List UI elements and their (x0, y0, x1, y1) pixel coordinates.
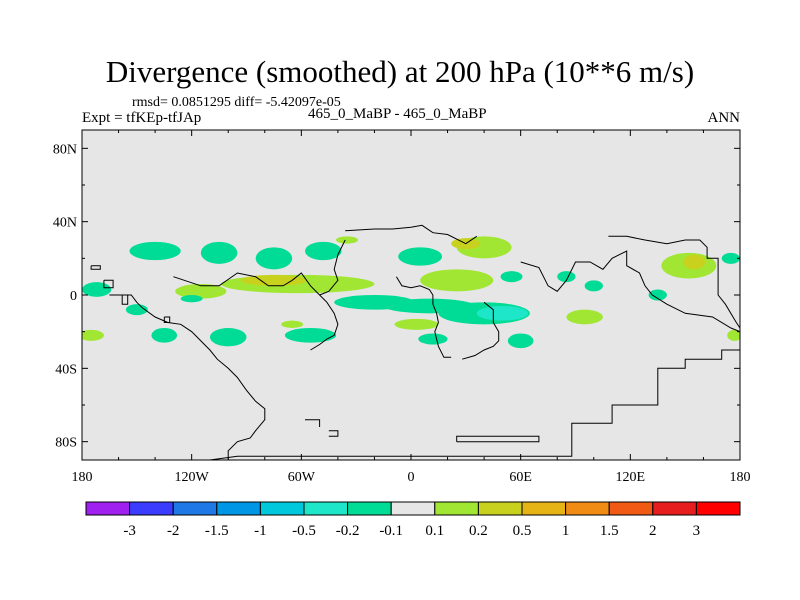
coastline (109, 294, 266, 460)
season-label: ANN (707, 110, 741, 126)
colorbar-label: 1 (562, 523, 570, 539)
x-tick-label: 180 (730, 470, 751, 485)
contour-fills (82, 236, 740, 349)
coastline (462, 301, 500, 360)
coastline (103, 279, 114, 289)
contour-region (129, 241, 181, 261)
contour-region (584, 280, 603, 292)
colorbar-label: -1.5 (205, 523, 229, 539)
colorbar-label: -3 (123, 523, 136, 539)
contour-region (721, 252, 740, 264)
colorbar-label: -1 (254, 523, 267, 539)
contour-region (566, 309, 603, 325)
coastlines (90, 224, 740, 460)
colorbar-box (347, 501, 392, 516)
colorbar-box (477, 501, 523, 516)
contour-region (500, 271, 523, 283)
experiment-label: Expt = tfKEp-tfJAp (82, 110, 202, 126)
contour-region (209, 328, 247, 347)
coastline (608, 235, 740, 329)
x-tick-label: 120W (175, 470, 210, 485)
coastline (291, 272, 339, 351)
colorbar-label: 1.5 (600, 523, 619, 539)
coastline (121, 294, 129, 305)
coastline (163, 316, 171, 323)
coastline (90, 265, 101, 270)
contour-region (284, 328, 337, 343)
y-tick-label: 80N (53, 142, 77, 157)
contour-region (281, 320, 304, 329)
coastline (173, 272, 293, 287)
colorbar-box (303, 501, 349, 516)
colorbar-label: -0.2 (336, 523, 360, 539)
colorbar-box (259, 501, 305, 516)
coastline (345, 224, 478, 245)
coastline (305, 419, 321, 427)
colorbar-box (434, 501, 479, 516)
contour-region (200, 241, 238, 264)
contour-region (304, 241, 342, 261)
coastline (319, 239, 346, 296)
colorbar-label: 0.2 (469, 523, 488, 539)
contour-region (394, 318, 439, 330)
contour-region (557, 271, 576, 283)
colorbar-box (216, 501, 261, 516)
x-tick-label: 180 (72, 470, 93, 485)
x-tick-label: 60E (509, 470, 532, 485)
coastline (209, 349, 740, 460)
contour-region (507, 333, 534, 349)
y-tick-label: 40S (55, 362, 77, 377)
coastline (328, 430, 339, 437)
y-tick-label: 0 (70, 289, 77, 304)
y-tick-label: 80S (55, 436, 77, 451)
case-label: 465_0_MaBP - 465_0_MaBP (308, 106, 487, 122)
colorbar-box (695, 501, 741, 516)
colorbar-box (521, 501, 567, 516)
colorbar-box (565, 501, 610, 516)
contour-region (683, 254, 706, 270)
contour-region (125, 304, 148, 316)
contour-region (727, 329, 740, 341)
colorbar-box (85, 501, 131, 516)
y-tick-label: 40N (53, 216, 77, 231)
contour-region (476, 306, 528, 321)
colorbar-box (390, 501, 436, 516)
contour-region (418, 333, 448, 345)
contour-region (398, 247, 443, 266)
chart-title: Divergence (smoothed) at 200 hPa (10**6 … (105, 54, 695, 89)
contour-region (648, 289, 667, 301)
colorbar-label: -0.1 (379, 523, 403, 539)
contour-region (180, 295, 203, 303)
colorbar-label: -0.5 (292, 523, 316, 539)
contour-region (255, 247, 293, 270)
coastline (520, 250, 740, 333)
coastline (395, 276, 452, 358)
colorbar-box (652, 501, 697, 516)
colorbar-label: 0.1 (425, 523, 444, 539)
colorbar-box (129, 501, 174, 516)
colorbar-label: 2 (649, 523, 657, 539)
colorbar-box (608, 501, 654, 516)
contour-region (336, 236, 358, 244)
coastline (456, 435, 540, 443)
contour-region (175, 284, 227, 299)
contour-region (420, 269, 494, 292)
colorbar-label: -2 (167, 523, 180, 539)
contour-region (82, 329, 104, 341)
colorbar-box (172, 501, 218, 516)
colorbar-label: 3 (693, 523, 701, 539)
x-tick-label: 120E (616, 470, 646, 485)
x-tick-label: 60W (288, 470, 316, 485)
stats-text: rmsd= 0.0851295 diff= -5.42097e-05 (132, 95, 341, 110)
colorbar-label: 0.5 (513, 523, 532, 539)
colorbar: -3 -2 -1.5 -1 -0.5 -0.2 -0.1 0.1 0.2 0.5 1 1.5 2 3 (85, 501, 741, 539)
contour-region (151, 328, 178, 343)
x-tick-label: 0 (408, 470, 415, 485)
